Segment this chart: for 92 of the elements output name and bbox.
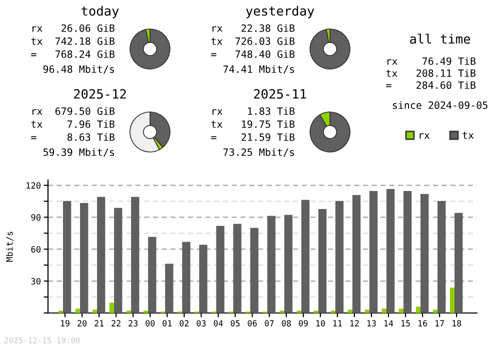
x-tick-label: 05 xyxy=(230,320,240,326)
bar xyxy=(233,224,242,313)
text: all time xyxy=(410,34,470,44)
text: tx 208.11 TiB xyxy=(386,69,476,77)
legend-label: tx xyxy=(462,132,474,139)
chart-title: 2025-11 xyxy=(254,89,306,99)
bar xyxy=(438,200,446,313)
bar xyxy=(369,190,378,313)
donut-slice xyxy=(130,28,170,70)
text: 96.48 Mbit/s xyxy=(43,65,114,74)
text: rx 1.83 TiB xyxy=(212,107,295,115)
y-tick-label: 60 xyxy=(31,246,40,253)
y-tick-label: 90 xyxy=(31,214,40,221)
bar xyxy=(165,264,174,313)
text: 59.39 Mbit/s xyxy=(43,148,114,157)
bar xyxy=(301,200,310,313)
x-tick-label: 20 xyxy=(78,320,87,326)
bar xyxy=(114,208,122,313)
bar xyxy=(416,306,421,313)
y-tick-label: 30 xyxy=(31,278,40,284)
text: rx 26.06 GiB xyxy=(32,24,115,32)
bar xyxy=(182,242,190,313)
bar xyxy=(432,310,438,313)
text: = 284.60 TiB xyxy=(386,81,476,89)
x-tick-label: 22 xyxy=(112,320,120,326)
bar xyxy=(92,310,98,313)
text: tx 19.75 TiB xyxy=(211,120,295,128)
bar xyxy=(398,308,404,313)
text: = 768.24 GiB xyxy=(31,50,115,58)
chart-title: yesterday xyxy=(246,6,314,18)
bar xyxy=(75,308,81,313)
text: tx 742.18 GiB xyxy=(31,37,115,45)
x-tick-label: 13 xyxy=(367,320,376,326)
x-tick-label: 10 xyxy=(316,320,325,326)
text: since 2024-09-05 xyxy=(392,101,488,109)
bar xyxy=(403,190,412,313)
x-tick-label: 01 xyxy=(162,320,172,326)
bar xyxy=(267,216,276,313)
x-tick-label: 08 xyxy=(282,320,291,326)
bar xyxy=(454,212,463,313)
x-tick-label: 23 xyxy=(128,320,138,326)
chart-title: today xyxy=(82,6,119,18)
x-tick-label: 14 xyxy=(384,320,394,326)
text: rx 679.50 GiB xyxy=(32,107,115,115)
text: = 8.63 TiB xyxy=(31,133,115,141)
x-tick-label: 09 xyxy=(298,320,308,326)
x-tick-label: 21 xyxy=(94,320,104,326)
bar xyxy=(348,310,353,313)
x-tick-label: 11 xyxy=(333,320,342,326)
x-tick-label: 04 xyxy=(214,320,223,326)
text: 74.41 Mbit/s xyxy=(223,65,294,74)
x-tick-label: 07 xyxy=(264,320,274,326)
bar xyxy=(62,200,72,313)
bar xyxy=(318,208,327,313)
x-tick-label: 15 xyxy=(401,320,410,326)
bar xyxy=(148,236,156,313)
y-axis-title: Mbit/s xyxy=(6,232,14,262)
x-tick-label: 17 xyxy=(436,320,444,326)
bar xyxy=(386,188,395,313)
bar xyxy=(109,302,115,313)
y-tick-label: 120 xyxy=(26,182,40,189)
donut-slice xyxy=(310,112,350,152)
x-tick-label: 03 xyxy=(196,320,206,326)
text: 73.25 Mbit/s xyxy=(223,148,294,157)
bar xyxy=(382,308,387,313)
bar xyxy=(284,214,292,313)
bar xyxy=(80,202,88,313)
bar xyxy=(250,228,258,313)
text: = 21.59 TiB xyxy=(211,133,295,141)
text: tx 726.03 GiB xyxy=(211,37,295,45)
x-tick-label: 16 xyxy=(418,320,427,326)
bar xyxy=(352,195,361,313)
text: tx 7.96 TiB xyxy=(31,120,115,128)
bar xyxy=(131,196,140,313)
text: rx 76.49 TiB xyxy=(387,57,476,65)
x-tick-label: 12 xyxy=(350,320,359,326)
bar xyxy=(364,310,370,313)
donut-slice xyxy=(310,28,350,70)
x-tick-label: 00 xyxy=(146,320,155,326)
x-tick-label: 19 xyxy=(61,320,70,326)
chart-title: 2025-12 xyxy=(74,89,126,99)
legend-label: rx xyxy=(420,133,430,139)
bar xyxy=(216,226,224,313)
bar xyxy=(335,200,344,313)
x-tick-label: 18 xyxy=(452,320,462,326)
bar xyxy=(199,244,208,313)
x-tick-label: 06 xyxy=(248,320,257,326)
text: rx 22.38 GiB xyxy=(212,24,295,32)
bar xyxy=(97,196,106,313)
text: = 748.40 GiB xyxy=(211,50,295,58)
bar xyxy=(420,194,429,313)
x-tick-label: 02 xyxy=(180,320,188,326)
